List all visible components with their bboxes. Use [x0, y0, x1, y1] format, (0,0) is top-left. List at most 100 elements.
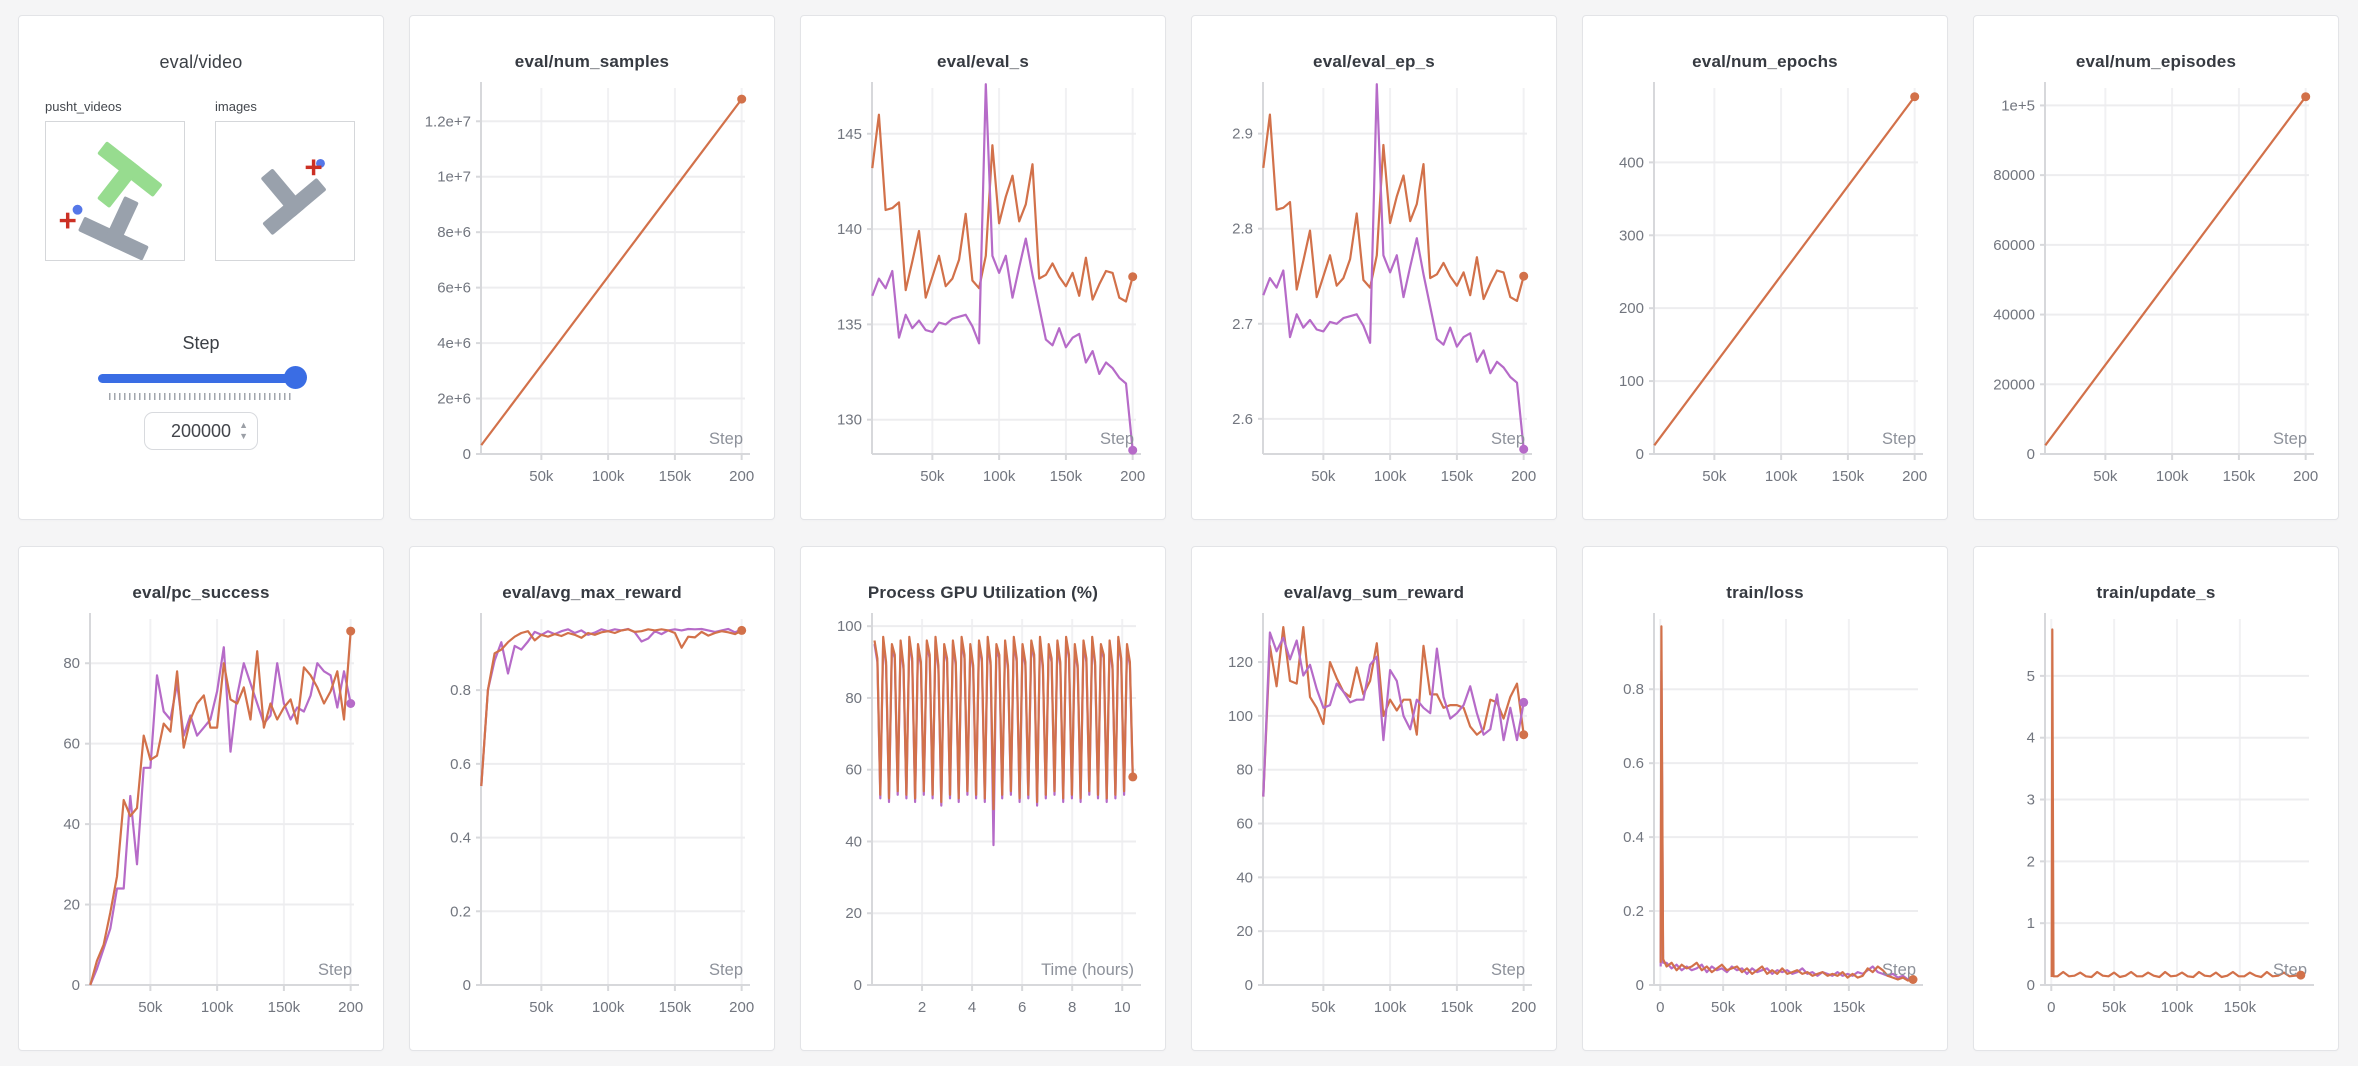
panel-title: eval/video: [159, 52, 243, 72]
chart-panel-train-update-s[interactable]: train/update_s 0 1 2 3 4 5 0 50k 100k 150k Step: [1973, 546, 2339, 1051]
svg-text:120: 120: [1228, 654, 1253, 671]
chart-title: train/update_s: [2096, 583, 2216, 602]
svg-text:200: 200: [729, 468, 754, 485]
line-chart[interactable]: 0 20 40 60 80 50k 100k 150k 200 Step: [32, 607, 370, 1037]
step-up-icon[interactable]: ▲: [239, 420, 248, 430]
gray-t-shape: [78, 196, 149, 260]
media-item-pusht-videos: pusht_videos: [45, 99, 187, 261]
svg-text:0: 0: [1636, 446, 1644, 463]
svg-text:200: 200: [1619, 300, 1644, 317]
chart-panel-eval-eval-s[interactable]: eval/eval_s 130 135 140 145 50k 100k 150k 200 St…: [800, 15, 1166, 520]
svg-text:60: 60: [845, 762, 862, 779]
target-cross: [59, 212, 76, 229]
slider-thumb[interactable]: [284, 366, 307, 389]
chart-panel-eval-avg-sum-reward[interactable]: eval/avg_sum_reward 0 20 40 60 80 100 120 50k 10…: [1191, 546, 1557, 1051]
svg-text:140: 140: [837, 221, 862, 238]
svg-text:Step: Step: [2273, 430, 2307, 448]
svg-text:Step: Step: [1491, 961, 1525, 979]
chart-title: eval/eval_s: [936, 52, 1029, 71]
svg-text:80000: 80000: [1993, 167, 2035, 184]
media-item-images: images: [215, 99, 357, 261]
step-input-value[interactable]: 200000: [170, 420, 232, 441]
svg-text:4: 4: [2027, 730, 2035, 747]
chart-title: Process GPU Utilization (%): [867, 583, 1099, 602]
svg-text:20: 20: [845, 905, 862, 922]
svg-text:100k: 100k: [1770, 999, 1803, 1016]
line-chart[interactable]: 0 100 200 300 400 50k 100k 150k 200 Step: [1596, 76, 1934, 506]
svg-text:150k: 150k: [1441, 468, 1474, 485]
chart-panel-train-loss[interactable]: train/loss 0 0.2 0.4 0.6 0.8 0 50k 100k 150k Step: [1582, 546, 1948, 1051]
chart-title: eval/eval_ep_s: [1313, 52, 1435, 71]
svg-text:60000: 60000: [1993, 237, 2035, 254]
svg-text:0: 0: [463, 977, 471, 994]
svg-text:200: 200: [338, 999, 363, 1016]
svg-text:150k: 150k: [659, 999, 692, 1016]
stepper-arrows[interactable]: ▲ ▼: [239, 420, 248, 442]
chart-panel-eval-num-epochs[interactable]: eval/num_epochs 0 100 200 300 400 50k 100k 150k…: [1582, 15, 1948, 520]
svg-text:150k: 150k: [268, 999, 301, 1016]
svg-text:130: 130: [837, 412, 862, 429]
svg-text:100k: 100k: [2161, 999, 2194, 1016]
chart-panel-eval-num-episodes[interactable]: eval/num_episodes 0 20000 40000 60000 80000 1…: [1973, 15, 2339, 520]
svg-text:0: 0: [2047, 999, 2055, 1016]
svg-text:200: 200: [1511, 468, 1536, 485]
svg-text:2.7: 2.7: [1232, 316, 1253, 333]
line-chart[interactable]: 0 0.2 0.4 0.6 0.8 0 50k 100k 150k Step: [1596, 607, 1934, 1037]
svg-text:200: 200: [2293, 468, 2318, 485]
svg-text:40: 40: [845, 833, 862, 850]
svg-text:2.8: 2.8: [1232, 221, 1253, 238]
svg-text:4: 4: [968, 999, 976, 1016]
line-chart[interactable]: 0 0.2 0.4 0.6 0.8 50k 100k 150k 200 Step: [423, 607, 761, 1037]
svg-text:50k: 50k: [2102, 999, 2127, 1016]
svg-text:Step: Step: [318, 961, 352, 979]
line-chart[interactable]: 0 20000 40000 60000 80000 1e+5 50k 100k 150k 200 S…: [1987, 76, 2325, 506]
step-down-icon[interactable]: ▼: [239, 431, 248, 441]
line-chart[interactable]: 0 20 40 60 80 100 120 50k 100k 150k 200 Step: [1205, 607, 1543, 1037]
svg-text:Step: Step: [709, 430, 743, 448]
line-chart[interactable]: 0 20 40 60 80 100 2 4 6 8 10 Time (hours): [814, 607, 1152, 1037]
svg-text:40: 40: [63, 816, 80, 833]
svg-text:Step: Step: [709, 961, 743, 979]
svg-text:100k: 100k: [201, 999, 234, 1016]
svg-text:150k: 150k: [2223, 468, 2256, 485]
step-input[interactable]: 200000 ▲ ▼: [144, 412, 258, 450]
chart-panel-eval-num-samples[interactable]: eval/num_samples 0 2e+6 4e+6 6e+6 8e+6 1e+7 1.…: [409, 15, 775, 520]
step-slider[interactable]: [98, 366, 307, 390]
svg-text:0: 0: [1245, 977, 1253, 994]
media-panel-eval-video[interactable]: eval/video pusht_videos: [18, 15, 384, 520]
svg-text:40: 40: [1236, 869, 1253, 886]
chart-panel-eval-avg-max-reward[interactable]: eval/avg_max_reward 0 0.2 0.4 0.6 0.8 50k 100k…: [409, 546, 775, 1051]
svg-text:0.2: 0.2: [450, 903, 471, 920]
line-chart[interactable]: 0 2e+6 4e+6 6e+6 8e+6 1e+7 1.2e+7 50k 100k 150k 20…: [423, 76, 761, 506]
svg-text:150k: 150k: [1833, 999, 1866, 1016]
line-chart[interactable]: 130 135 140 145 50k 100k 150k 200 Step: [814, 76, 1152, 506]
line-chart[interactable]: 2.6 2.7 2.8 2.9 50k 100k 150k 200 Step: [1205, 76, 1543, 506]
media-label: images: [215, 99, 257, 114]
svg-text:150k: 150k: [1050, 468, 1083, 485]
svg-text:6: 6: [1018, 999, 1026, 1016]
chart-panel-eval-pc-success[interactable]: eval/pc_success 0 20 40 60 80 50k 100k 150k 200 S…: [18, 546, 384, 1051]
svg-text:0.6: 0.6: [450, 756, 471, 773]
svg-text:50k: 50k: [1711, 999, 1736, 1016]
svg-text:6e+6: 6e+6: [437, 280, 471, 297]
chart-title: eval/num_samples: [514, 52, 670, 71]
svg-text:150k: 150k: [2224, 999, 2257, 1016]
video-thumbnail-pusht[interactable]: [45, 121, 185, 261]
svg-text:40000: 40000: [1993, 307, 2035, 324]
video-thumbnail-images[interactable]: [215, 121, 355, 261]
chart-panel-eval-eval-ep-s[interactable]: eval/eval_ep_s 2.6 2.7 2.8 2.9 50k 100k 150k 20…: [1191, 15, 1557, 520]
agent-dot: [316, 158, 325, 168]
svg-text:100k: 100k: [2156, 468, 2189, 485]
svg-text:20: 20: [1236, 923, 1253, 940]
slider-track[interactable]: [98, 374, 304, 383]
svg-text:0: 0: [2027, 446, 2035, 463]
svg-text:0.8: 0.8: [450, 682, 471, 699]
svg-text:0.4: 0.4: [450, 830, 471, 847]
svg-text:Step: Step: [1100, 430, 1134, 448]
chart-title: train/loss: [1726, 583, 1804, 602]
svg-text:100: 100: [1619, 373, 1644, 390]
svg-text:100k: 100k: [592, 468, 625, 485]
svg-text:50k: 50k: [529, 999, 554, 1016]
chart-panel-gpu-utilization[interactable]: Process GPU Utilization (%) 0 20 40 60 80 100…: [800, 546, 1166, 1051]
